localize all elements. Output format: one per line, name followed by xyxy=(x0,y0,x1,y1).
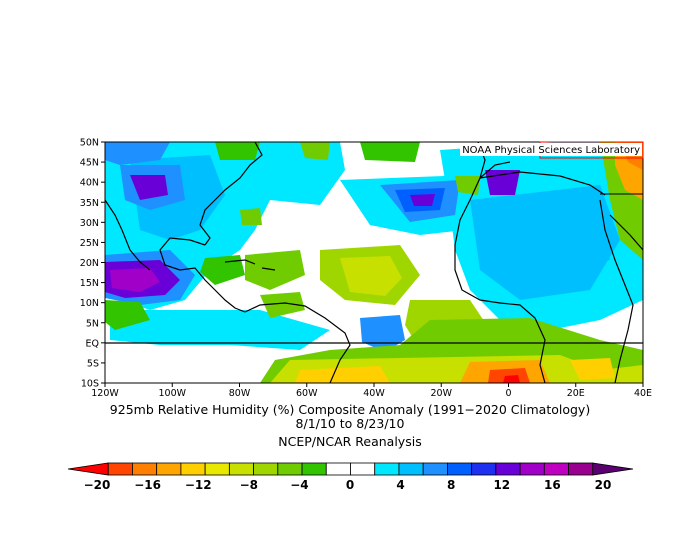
lon-label: 40E xyxy=(634,388,652,399)
lat-label: 15N xyxy=(80,278,99,289)
lat-label: 5S xyxy=(87,358,99,369)
colorbar-segment xyxy=(204,462,230,476)
date-range: 8/1/10 to 8/23/10 xyxy=(295,416,405,431)
figure-title: 925mb Relative Humidity (%) Composite An… xyxy=(109,402,591,417)
credit-box xyxy=(460,143,642,156)
lat-label: 5N xyxy=(86,318,99,329)
credit-label: NOAA Physical Sciences Laboratory xyxy=(462,145,640,156)
lat-label: 20N xyxy=(80,258,99,269)
colorbar-segment xyxy=(422,462,448,476)
colorbar-segment xyxy=(325,462,351,476)
lon-label: 100W xyxy=(158,388,186,399)
colorbar xyxy=(67,462,634,476)
colorbar-segment xyxy=(277,462,303,476)
anomaly-field xyxy=(105,142,643,383)
coastline-outlines xyxy=(105,142,643,383)
colorbar-tick-label: 4 xyxy=(396,478,404,492)
lat-label: 35N xyxy=(80,198,99,209)
lat-label: EQ xyxy=(86,338,99,349)
colorbar-tick-label: 0 xyxy=(346,478,354,492)
colorbar-segment xyxy=(228,462,254,476)
lon-label: 60W xyxy=(296,388,318,399)
colorbar-tick-label: 20 xyxy=(595,478,612,492)
colorbar-segment xyxy=(67,462,109,476)
colorbar-segment xyxy=(519,462,545,476)
colorbar-segment xyxy=(253,462,279,476)
colorbar-tick-label: 12 xyxy=(493,478,510,492)
colorbar-segment xyxy=(495,462,521,476)
data-source: NCEP/NCAR Reanalysis xyxy=(278,434,422,449)
colorbar-segment xyxy=(156,462,182,476)
lat-label: 50N xyxy=(80,138,99,149)
colorbar-segment xyxy=(374,462,400,476)
colorbar-segment xyxy=(107,462,133,476)
lon-label: 80W xyxy=(229,388,251,399)
lat-label: 10S xyxy=(81,379,99,390)
colorbar-tick-label: −12 xyxy=(185,478,212,492)
colorbar-segment xyxy=(180,462,206,476)
lon-label: 0 xyxy=(505,388,511,399)
lat-label: 25N xyxy=(80,238,99,249)
lat-label: 45N xyxy=(80,158,99,169)
colorbar-segment xyxy=(543,462,569,476)
colorbar-tick-label: 16 xyxy=(544,478,561,492)
colorbar-segment xyxy=(132,462,158,476)
colorbar-segment xyxy=(447,462,473,476)
colorbar-segment xyxy=(301,462,327,476)
lon-label: 20E xyxy=(567,388,585,399)
colorbar-tick-label: −20 xyxy=(84,478,111,492)
colorbar-segment xyxy=(592,462,634,476)
colorbar-tick-label: 8 xyxy=(447,478,455,492)
lat-label: 40N xyxy=(80,178,99,189)
colorbar-tick-label: −8 xyxy=(240,478,258,492)
colorbar-segment xyxy=(568,462,594,476)
lon-label: 120W xyxy=(91,388,119,399)
latitude-axis: 50N 45N 40N 35N 30N 25N 20N 15N 10N 5N EQ 5S 10S xyxy=(80,138,105,390)
colorbar-segment xyxy=(398,462,424,476)
lon-label: 40W xyxy=(363,388,385,399)
colorbar-segment xyxy=(471,462,497,476)
lon-label: 20W xyxy=(431,388,453,399)
longitude-axis: 120W 100W 80W 60W 40W 20W 0 20E 40E xyxy=(91,383,652,399)
colorbar-segment xyxy=(350,462,376,476)
colorbar-tick-labels: −20 −16 −12 −8 −4 0 4 8 12 16 20 xyxy=(84,478,612,492)
lat-label: 30N xyxy=(80,218,99,229)
colorbar-tick-label: −16 xyxy=(134,478,161,492)
lat-label: 10N xyxy=(80,298,99,309)
colorbar-tick-label: −4 xyxy=(290,478,308,492)
